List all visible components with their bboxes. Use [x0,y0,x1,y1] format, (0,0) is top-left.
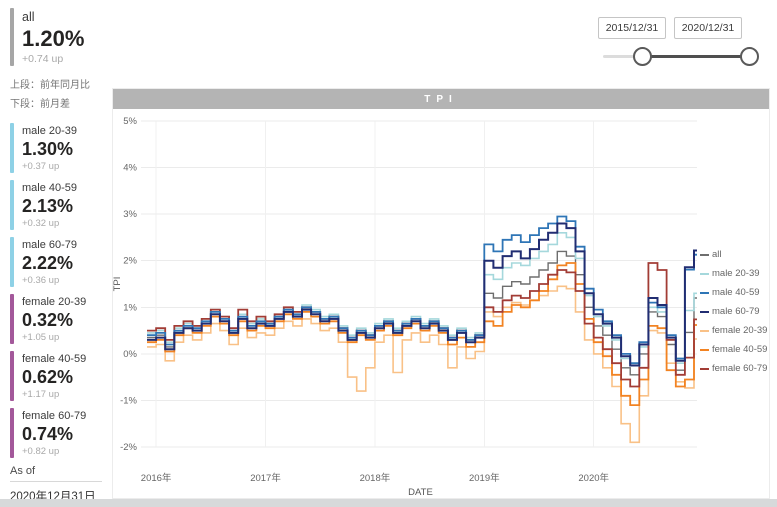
kpi-sidebar: all 1.20% +0.74 up 上段：前年同月比 下段：前月差 male … [0,0,112,503]
kpi-label: female 40-59 [22,353,87,365]
legend-item-male-20-39[interactable]: male 20-39 [700,264,767,283]
kpi-note: 上段：前年同月比 下段：前月差 [10,76,112,114]
kpi-label: female 60-79 [22,410,87,422]
tpi-chart-panel[interactable]: TPI [112,88,770,499]
kpi-card-all[interactable]: all 1.20% +0.74 up [10,8,112,66]
date-range-slider[interactable] [600,45,762,69]
slider-active-track[interactable] [641,55,749,58]
kpi-card-female-20-39[interactable]: female 20-39 0.32% +1.05 up [10,294,112,344]
legend-label: male 20-39 [712,268,760,279]
slider-handle-end[interactable] [740,47,759,66]
kpi-value: 2.13% [22,196,74,216]
kpi-delta: +0.82 up [22,446,60,457]
legend-swatch [700,253,709,256]
legend-item-male-40-59[interactable]: male 40-59 [700,283,767,302]
legend-swatch [700,291,709,294]
kpi-delta: +0.37 up [22,161,60,172]
kpi-value: 0.32% [22,310,74,330]
chart-title: TPI [113,89,769,109]
kpi-delta: +0.32 up [22,218,60,229]
legend-label: male 60-79 [712,306,760,317]
legend-swatch [700,310,709,313]
kpi-card-female-40-59[interactable]: female 40-59 0.62% +1.17 up [10,351,112,401]
legend-label: female 40-59 [712,344,768,355]
legend-item-male-60-79[interactable]: male 60-79 [700,302,767,321]
kpi-value: 2.22% [22,253,74,273]
kpi-bar [10,237,14,287]
kpi-delta: +0.36 up [22,275,60,286]
chart-legend: all male 20-39 male 40-59 male 60-79 female … [700,245,767,378]
kpi-card-male-40-59[interactable]: male 40-59 2.13% +0.32 up [10,180,112,230]
kpi-value: 1.30% [22,139,74,159]
legend-item-female-20-39[interactable]: female 20-39 [700,321,767,340]
kpi-label: male 40-59 [22,182,78,194]
legend-label: female 20-39 [712,325,768,336]
legend-item-female-40-59[interactable]: female 40-59 [700,340,767,359]
as-of-label: As of [10,465,102,482]
kpi-note-line2: 下段：前月差 [10,99,70,110]
legend-swatch [700,272,709,275]
kpi-bar [10,408,14,458]
kpi-card-male-60-79[interactable]: male 60-79 2.22% +0.36 up [10,237,112,287]
kpi-bar [10,294,14,344]
legend-label: all [712,249,722,260]
kpi-bar [10,123,14,173]
start-date-input[interactable]: 2015/12/31 [598,17,666,39]
bottom-strip [0,499,777,507]
legend-swatch [700,367,709,370]
kpi-delta: +0.74 up [22,53,64,65]
kpi-delta: +1.05 up [22,332,60,343]
kpi-label: male 20-39 [22,125,78,137]
kpi-label: female 20-39 [22,296,87,308]
kpi-bar [10,180,14,230]
kpi-label: all [22,10,35,24]
kpi-value: 0.62% [22,367,74,387]
legend-swatch [700,348,709,351]
kpi-label: male 60-79 [22,239,78,251]
kpi-card-male-20-39[interactable]: male 20-39 1.30% +0.37 up [10,123,112,173]
kpi-bar [10,351,14,401]
kpi-card-female-60-79[interactable]: female 60-79 0.74% +0.82 up [10,408,112,458]
kpi-delta: +1.17 up [22,389,60,400]
slider-handle-start[interactable] [633,47,652,66]
date-range-filter: 2015/12/31 2020/12/31 [598,17,742,39]
legend-item-all[interactable]: all [700,245,767,264]
kpi-note-line1: 上段：前年同月比 [10,80,90,91]
kpi-value: 0.74% [22,424,74,444]
legend-swatch [700,329,709,332]
legend-item-female-60-79[interactable]: female 60-79 [700,359,767,378]
end-date-input[interactable]: 2020/12/31 [674,17,742,39]
legend-label: female 60-79 [712,363,768,374]
kpi-bar-all [10,8,14,66]
kpi-value: 1.20% [22,26,85,51]
legend-label: male 40-59 [712,287,760,298]
